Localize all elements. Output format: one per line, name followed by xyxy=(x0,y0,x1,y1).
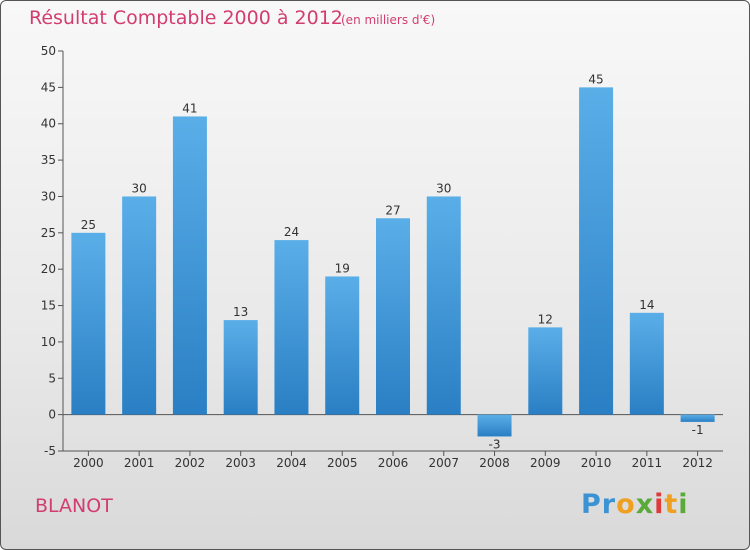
y-tick-label: 5 xyxy=(48,371,56,385)
x-tick-label: 2000 xyxy=(73,456,104,470)
bar-2011 xyxy=(629,312,664,415)
logo-letter: i xyxy=(654,489,665,520)
logo-letter: P xyxy=(581,489,602,520)
x-tick-label: 2001 xyxy=(124,456,155,470)
place-name: BLANOT xyxy=(35,495,113,517)
bar-2005 xyxy=(325,276,360,415)
y-tick-label: 45 xyxy=(41,80,56,94)
data-label: 25 xyxy=(81,218,96,232)
bar-2009 xyxy=(528,327,563,415)
x-tick-label: 2008 xyxy=(479,456,510,470)
data-label: -1 xyxy=(692,423,704,437)
data-label: 45 xyxy=(588,72,603,86)
x-tick-label: 2009 xyxy=(530,456,561,470)
data-label: 24 xyxy=(284,225,299,239)
data-label: 13 xyxy=(233,305,248,319)
data-label: 27 xyxy=(385,203,400,217)
x-tick-label: 2006 xyxy=(378,456,409,470)
y-tick-label: 10 xyxy=(41,335,56,349)
bar-2006 xyxy=(376,218,410,415)
y-tick-label: 35 xyxy=(41,153,56,167)
logo-letter: o xyxy=(616,489,636,520)
x-tick-label: 2011 xyxy=(632,456,663,470)
x-tick-label: 2010 xyxy=(581,456,612,470)
data-label: 14 xyxy=(639,298,654,312)
chart-title: Résultat Comptable 2000 à 2012 xyxy=(29,7,343,29)
logo-letter: t xyxy=(664,489,679,520)
y-tick-label: 40 xyxy=(41,117,56,131)
x-tick-label: 2002 xyxy=(175,456,206,470)
bar-2002 xyxy=(172,116,207,415)
bar-2007 xyxy=(426,196,461,415)
y-tick-label: 50 xyxy=(41,44,56,58)
x-tick-label: 2003 xyxy=(225,456,256,470)
bar-2010 xyxy=(579,87,614,415)
y-tick-label: 0 xyxy=(48,408,56,422)
bar-2001 xyxy=(122,196,157,415)
logo-letter: x xyxy=(635,489,655,520)
labels: 25 30 41 13 24 19 27 30 -3 12 45 14 -1 xyxy=(81,72,704,451)
data-label: 41 xyxy=(182,101,197,115)
bar-2000 xyxy=(71,232,106,415)
data-label: 30 xyxy=(436,181,451,195)
bar-2003 xyxy=(223,320,258,415)
x-tick-label: 2005 xyxy=(327,456,358,470)
bar-2008 xyxy=(477,414,512,437)
data-label: 30 xyxy=(132,181,147,195)
x-tick-label: 2004 xyxy=(276,456,307,470)
logo-letter: r xyxy=(601,489,617,520)
data-label: -3 xyxy=(489,437,501,451)
data-label: 12 xyxy=(538,312,553,326)
bars xyxy=(71,87,715,437)
bar-2004 xyxy=(274,240,309,415)
proxiti-logo: Proxiti xyxy=(581,489,689,520)
y-tick-label: -5 xyxy=(44,444,56,458)
y-tick-label: 30 xyxy=(41,189,56,203)
y-tick-label: 20 xyxy=(41,262,56,276)
y-tick-label: 25 xyxy=(41,226,56,240)
data-label: 19 xyxy=(335,261,350,275)
y-tick-label: 15 xyxy=(41,299,56,313)
logo-letter: i xyxy=(678,489,689,520)
chart-subtitle: (en milliers d'€) xyxy=(341,13,436,27)
bar-2012 xyxy=(680,414,715,422)
x-tick-label: 2012 xyxy=(682,456,713,470)
x-tick-label: 2007 xyxy=(428,456,459,470)
